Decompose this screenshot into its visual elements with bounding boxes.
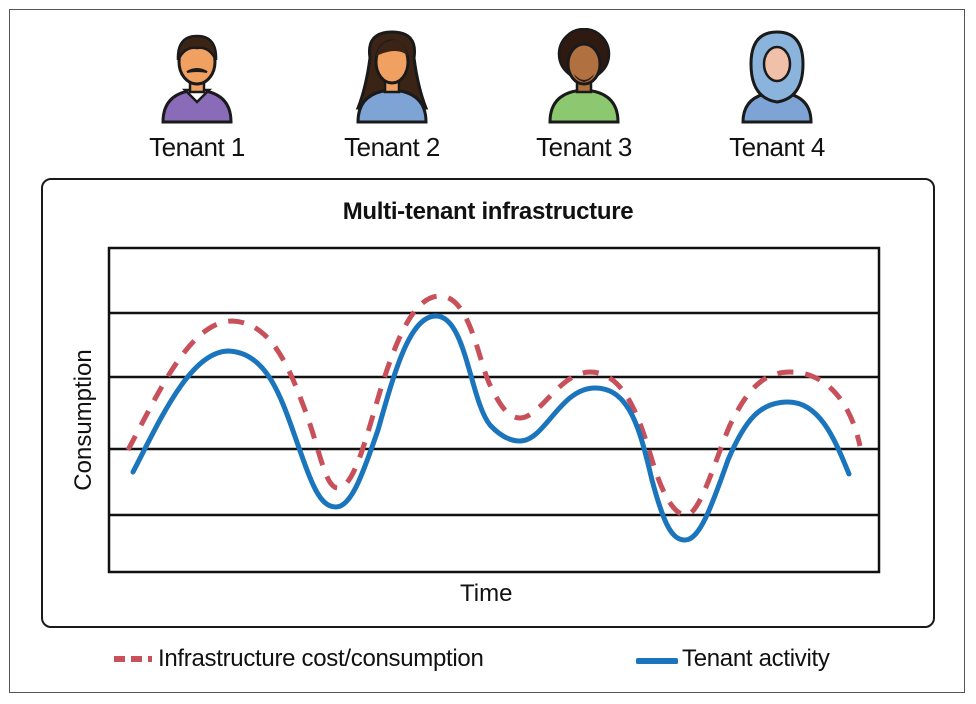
legend-item-activity: Tenant activity: [636, 645, 830, 673]
tenant-1: Tenant 1: [127, 28, 267, 163]
tenant-3: Tenant 3: [514, 28, 654, 163]
woman-hijab-avatar-icon: [741, 30, 813, 124]
tenant-4: Tenant 4: [707, 28, 847, 163]
legend-label-cost: Infrastructure cost/consumption: [158, 645, 484, 672]
tenant-label: Tenant 2: [344, 132, 440, 162]
figure-frame: [9, 9, 965, 693]
tenant-2: Tenant 2: [322, 28, 462, 163]
tenant-activity-line: [130, 313, 852, 543]
man-mustache-avatar-icon: [161, 34, 233, 124]
infrastructure-cost-line: [125, 293, 863, 518]
legend-item-cost: Infrastructure cost/consumption: [112, 645, 484, 673]
woman-long-hair-avatar-icon: [355, 30, 429, 124]
solid-line-swatch-icon: [636, 658, 678, 664]
man-curly-hair-avatar-icon: [548, 28, 620, 124]
legend-label-activity: Tenant activity: [682, 645, 830, 672]
tenant-label: Tenant 1: [149, 132, 245, 162]
tenant-label: Tenant 4: [729, 132, 825, 162]
infrastructure-title: Multi-tenant infrastructure: [342, 198, 634, 225]
dashed-line-swatch-icon: [114, 656, 152, 662]
tenant-label: Tenant 3: [536, 132, 632, 162]
x-axis-label: Time: [460, 580, 513, 607]
plot-area: [107, 246, 881, 574]
infrastructure-box: [41, 178, 935, 628]
